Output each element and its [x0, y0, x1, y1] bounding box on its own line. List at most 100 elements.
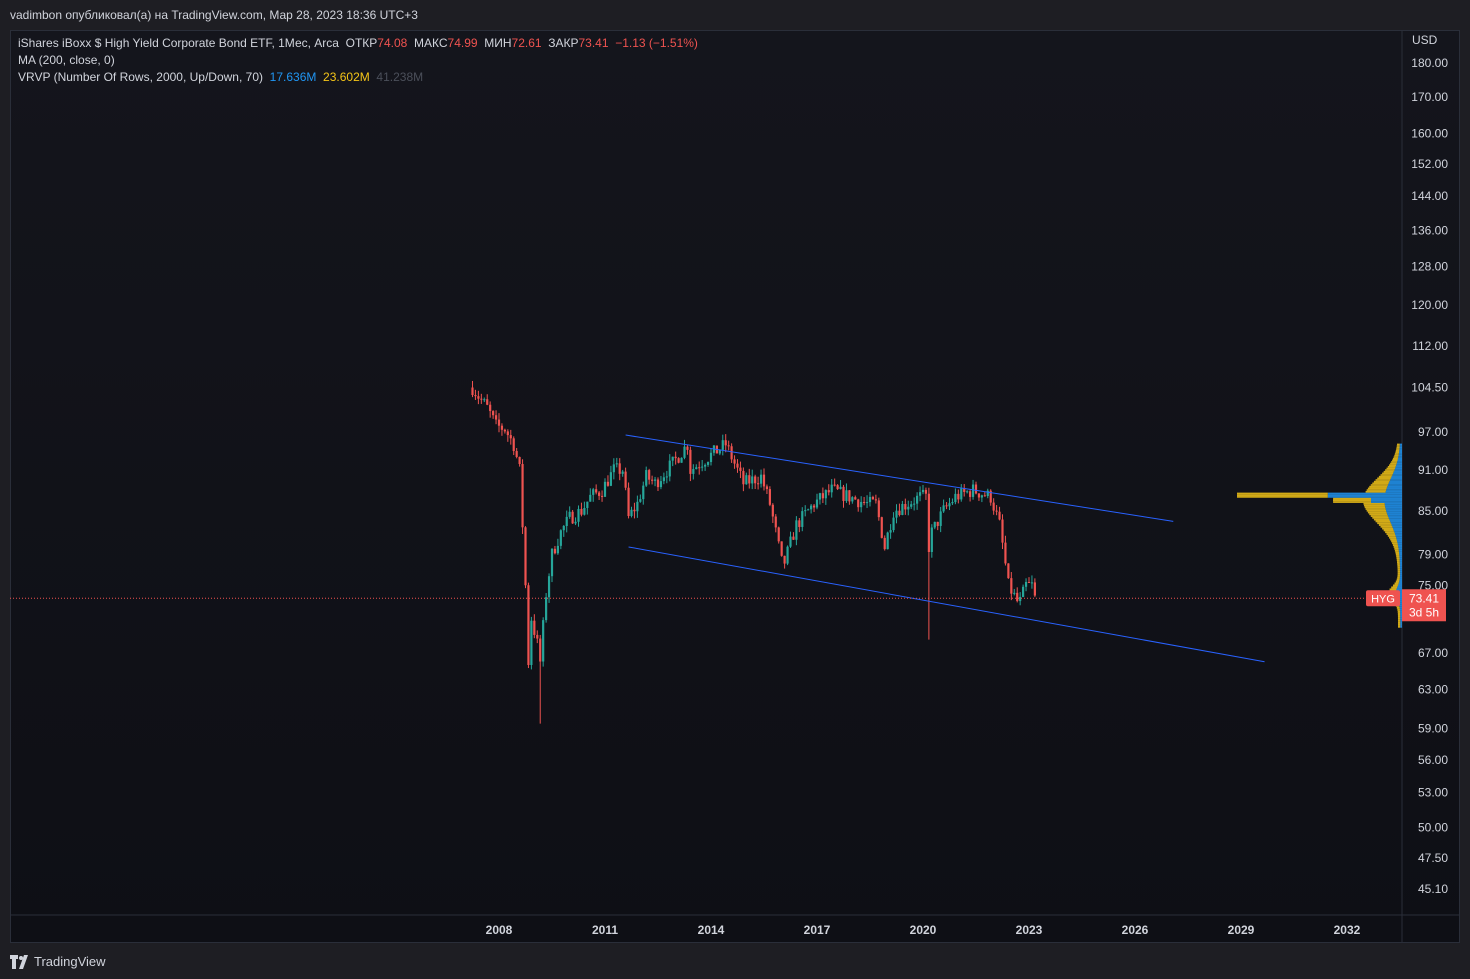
- candle-body[interactable]: [574, 521, 577, 524]
- candle-body[interactable]: [974, 484, 978, 494]
- candle-body[interactable]: [1001, 519, 1004, 543]
- legend-vrvp-row[interactable]: VRVP (Number Of Rows, 2000, Up/Down, 70)…: [18, 69, 698, 86]
- candle-body[interactable]: [942, 505, 945, 512]
- candle-body[interactable]: [910, 504, 913, 507]
- candle-body[interactable]: [733, 459, 736, 464]
- candle-body[interactable]: [627, 487, 630, 517]
- candle-body[interactable]: [718, 449, 721, 454]
- candle-body[interactable]: [889, 530, 892, 533]
- candle-body[interactable]: [474, 395, 477, 397]
- candle-body[interactable]: [492, 411, 495, 416]
- price-chart[interactable]: USD 180.00 170.00 160.00 152.00 144.00 136.00 1…: [10, 30, 1460, 943]
- candle-body[interactable]: [659, 481, 663, 488]
- candle-body[interactable]: [692, 469, 695, 474]
- candle-body[interactable]: [936, 521, 939, 526]
- candle-body[interactable]: [665, 476, 668, 478]
- candle-body[interactable]: [503, 429, 506, 432]
- candle-body[interactable]: [921, 489, 925, 493]
- candle-body[interactable]: [918, 492, 922, 496]
- candle-body[interactable]: [789, 536, 792, 547]
- candle-body[interactable]: [698, 467, 701, 469]
- candle-body[interactable]: [815, 499, 819, 508]
- candle-body[interactable]: [506, 431, 509, 436]
- candle-body[interactable]: [598, 492, 601, 496]
- candle-body[interactable]: [927, 493, 930, 553]
- candle-body[interactable]: [471, 387, 474, 396]
- candle-body[interactable]: [977, 493, 981, 498]
- candle-body[interactable]: [754, 476, 757, 484]
- candle-body[interactable]: [645, 470, 648, 486]
- candle-body[interactable]: [913, 503, 916, 505]
- candle-body[interactable]: [765, 486, 769, 490]
- candle-body[interactable]: [730, 446, 733, 460]
- candle-body[interactable]: [606, 481, 610, 486]
- candle-body[interactable]: [933, 521, 936, 528]
- candle-body[interactable]: [1027, 581, 1031, 583]
- candle-body[interactable]: [824, 490, 827, 499]
- candle-body[interactable]: [863, 501, 866, 503]
- candle-body[interactable]: [624, 471, 627, 488]
- candle-body[interactable]: [518, 456, 521, 464]
- candle-body[interactable]: [477, 396, 480, 399]
- candle-body[interactable]: [983, 495, 986, 497]
- candle-body[interactable]: [497, 419, 501, 426]
- candle-body[interactable]: [810, 505, 813, 510]
- candle-body[interactable]: [603, 481, 607, 497]
- candle-body[interactable]: [639, 499, 642, 502]
- candle-body[interactable]: [1007, 563, 1010, 579]
- candle-body[interactable]: [1022, 586, 1025, 597]
- candle-body[interactable]: [989, 490, 992, 503]
- candle-body[interactable]: [677, 458, 680, 463]
- candle-body[interactable]: [704, 464, 707, 467]
- candle-body[interactable]: [907, 506, 910, 510]
- candle-body[interactable]: [924, 489, 928, 494]
- candle-body[interactable]: [515, 451, 518, 457]
- candle-body[interactable]: [892, 517, 895, 531]
- candle-body[interactable]: [957, 493, 960, 500]
- candle-body[interactable]: [609, 472, 612, 486]
- candle-body[interactable]: [533, 620, 536, 635]
- candle-body[interactable]: [954, 493, 957, 503]
- candle-body[interactable]: [562, 526, 565, 531]
- candle-body[interactable]: [612, 464, 615, 473]
- candle-body[interactable]: [960, 488, 963, 500]
- candle-body[interactable]: [739, 467, 742, 471]
- candle-body[interactable]: [871, 496, 875, 500]
- candle-body[interactable]: [821, 493, 824, 499]
- candle-body[interactable]: [951, 502, 954, 504]
- candle-body[interactable]: [550, 548, 554, 577]
- candle-body[interactable]: [530, 620, 533, 665]
- lower-channel-trendline[interactable]: [628, 546, 1265, 663]
- candle-body[interactable]: [851, 497, 854, 502]
- candle-body[interactable]: [842, 486, 845, 501]
- candle-body[interactable]: [539, 638, 542, 662]
- candle-body[interactable]: [668, 460, 671, 477]
- candle-body[interactable]: [521, 463, 524, 528]
- candle-body[interactable]: [648, 470, 651, 480]
- chart-frame[interactable]: [10, 30, 1460, 943]
- candle-body[interactable]: [1004, 542, 1007, 564]
- candle-body[interactable]: [494, 415, 498, 420]
- candle-body[interactable]: [736, 463, 739, 468]
- candle-body[interactable]: [774, 516, 777, 528]
- candle-body[interactable]: [545, 597, 548, 621]
- candle-body[interactable]: [689, 449, 692, 474]
- candle-body[interactable]: [1013, 592, 1016, 594]
- candle-body[interactable]: [630, 509, 633, 517]
- candle-body[interactable]: [762, 474, 766, 487]
- candle-body[interactable]: [868, 496, 872, 503]
- candle-body[interactable]: [998, 511, 1001, 520]
- candle-body[interactable]: [966, 491, 969, 493]
- candle-body[interactable]: [848, 490, 851, 502]
- candle-body[interactable]: [621, 471, 624, 474]
- candle-body[interactable]: [783, 555, 786, 564]
- candle-body[interactable]: [1030, 582, 1034, 584]
- candle-body[interactable]: [686, 446, 689, 450]
- candle-body[interactable]: [483, 399, 486, 401]
- candle-body[interactable]: [877, 500, 880, 518]
- candle-body[interactable]: [674, 456, 677, 459]
- candle-body[interactable]: [792, 536, 795, 540]
- candle-body[interactable]: [807, 509, 810, 511]
- candle-body[interactable]: [580, 508, 583, 515]
- candle-body[interactable]: [633, 509, 636, 512]
